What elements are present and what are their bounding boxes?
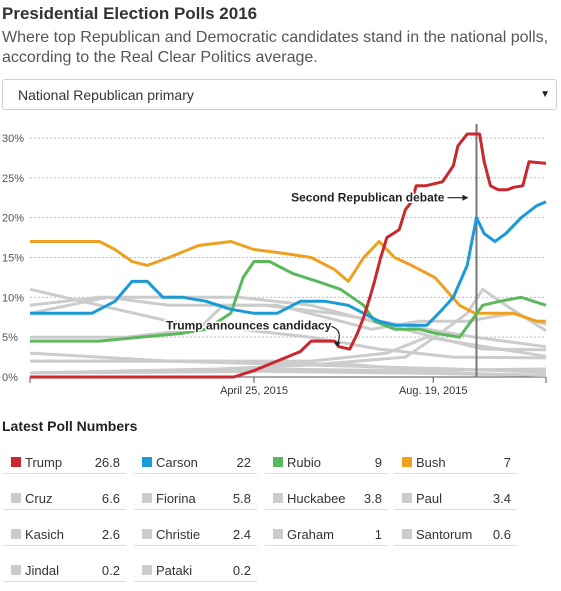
y-tick-label: 20% <box>2 213 24 225</box>
legend-swatch <box>142 529 152 539</box>
x-tick-label: April 25, 2015 <box>220 385 288 397</box>
candidate-name: Graham <box>287 527 334 542</box>
candidate-name: Paul <box>416 491 443 506</box>
poll-entry-pataki: Pataki 0.2 <box>134 554 257 582</box>
candidate-value: 3.4 <box>492 491 511 506</box>
legend-swatch <box>142 493 152 503</box>
poll-entry-santorum: Santorum 0.6 <box>394 518 517 546</box>
legend-swatch <box>11 565 21 575</box>
candidate-value: 22 <box>236 455 251 470</box>
legend-swatch <box>142 457 152 467</box>
candidate-name: Jindal <box>25 563 59 578</box>
legend-swatch <box>273 529 283 539</box>
annotation-label: Trump announces candidacy <box>166 318 332 332</box>
poll-entry-kasich: Kasich 2.6 <box>3 518 126 546</box>
legend-swatch <box>402 493 412 503</box>
x-tick-label: Aug. 19, 2015 <box>399 385 468 397</box>
latest-poll-title: Latest Poll Numbers <box>2 418 138 434</box>
legend-swatch <box>11 457 21 467</box>
candidate-name: Fiorina <box>156 491 196 506</box>
candidate-name: Bush <box>416 455 446 470</box>
poll-entry-christie: Christie 2.4 <box>134 518 257 546</box>
poll-entry-cruz: Cruz 6.6 <box>3 482 126 510</box>
candidate-value: 9 <box>374 455 382 470</box>
legend-swatch <box>402 529 412 539</box>
poll-entry-rubio: Rubio 9 <box>265 446 388 474</box>
legend-swatch <box>273 457 283 467</box>
candidate-value: 0.2 <box>232 563 251 578</box>
race-select-value: National Republican primary <box>18 87 194 103</box>
legend-swatch <box>142 565 152 575</box>
candidate-name: Pataki <box>156 563 193 578</box>
legend-swatch <box>402 457 412 467</box>
series-line-rubio <box>30 260 547 343</box>
poll-entry-jindal: Jindal 0.2 <box>3 554 126 582</box>
candidate-value: 1 <box>374 527 382 542</box>
candidate-value: 26.8 <box>94 455 120 470</box>
legend-swatch <box>11 529 21 539</box>
poll-entry-graham: Graham 1 <box>265 518 388 546</box>
candidate-name: Huckabee <box>287 491 346 506</box>
triangle-down-icon: ▼ <box>540 89 550 100</box>
candidate-value: 3.8 <box>363 491 382 506</box>
legend-swatch <box>273 493 283 503</box>
y-tick-label: 5% <box>2 332 18 344</box>
y-tick-label: 25% <box>2 173 24 185</box>
candidate-name: Carson <box>156 455 198 470</box>
candidate-value: 6.6 <box>101 491 120 506</box>
candidate-value: 0.6 <box>492 527 511 542</box>
poll-entry-huckabee: Huckabee 3.8 <box>265 482 388 510</box>
race-select[interactable]: National Republican primary ▼ <box>2 79 557 110</box>
annotation-label: Second Republican debate <box>291 191 445 205</box>
poll-line-chart: 0% 5% 10% 15% 20% 25% 30% April 25, 2015 Aug. 19… <box>2 124 547 397</box>
y-tick-label: 30% <box>2 133 24 145</box>
candidate-value: 5.8 <box>232 491 251 506</box>
y-tick-label: 10% <box>2 292 24 304</box>
candidate-name: Christie <box>156 527 201 542</box>
legend-swatch <box>11 493 21 503</box>
candidate-value: 2.6 <box>101 527 120 542</box>
candidate-name: Trump <box>25 455 63 470</box>
candidate-value: 7 <box>503 455 511 470</box>
y-tick-label: 0% <box>2 372 18 384</box>
candidate-name: Santorum <box>416 527 473 542</box>
series-line-cruz <box>30 303 547 339</box>
page-subtitle: Where top Republican and Democratic cand… <box>2 29 549 66</box>
candidate-value: 2.4 <box>232 527 251 542</box>
series-line-christie <box>29 287 547 360</box>
poll-entry-trump: Trump 26.8 <box>3 446 126 474</box>
annotation-arrowhead <box>334 341 341 348</box>
candidate-value: 0.2 <box>101 563 120 578</box>
series-line-carson <box>30 200 547 327</box>
y-tick-label: 15% <box>2 252 24 264</box>
poll-entry-carson: Carson 22 <box>134 446 257 474</box>
series-line-huckabee <box>29 295 547 349</box>
annotation-arrowhead <box>462 194 469 201</box>
page-title: Presidential Election Polls 2016 <box>2 4 258 23</box>
poll-entry-paul: Paul 3.4 <box>394 482 517 510</box>
candidate-name: Kasich <box>25 527 65 542</box>
candidate-name: Cruz <box>25 491 53 506</box>
candidate-name: Rubio <box>287 455 321 470</box>
poll-entry-bush: Bush 7 <box>394 446 517 474</box>
poll-entry-fiorina: Fiorina 5.8 <box>134 482 257 510</box>
